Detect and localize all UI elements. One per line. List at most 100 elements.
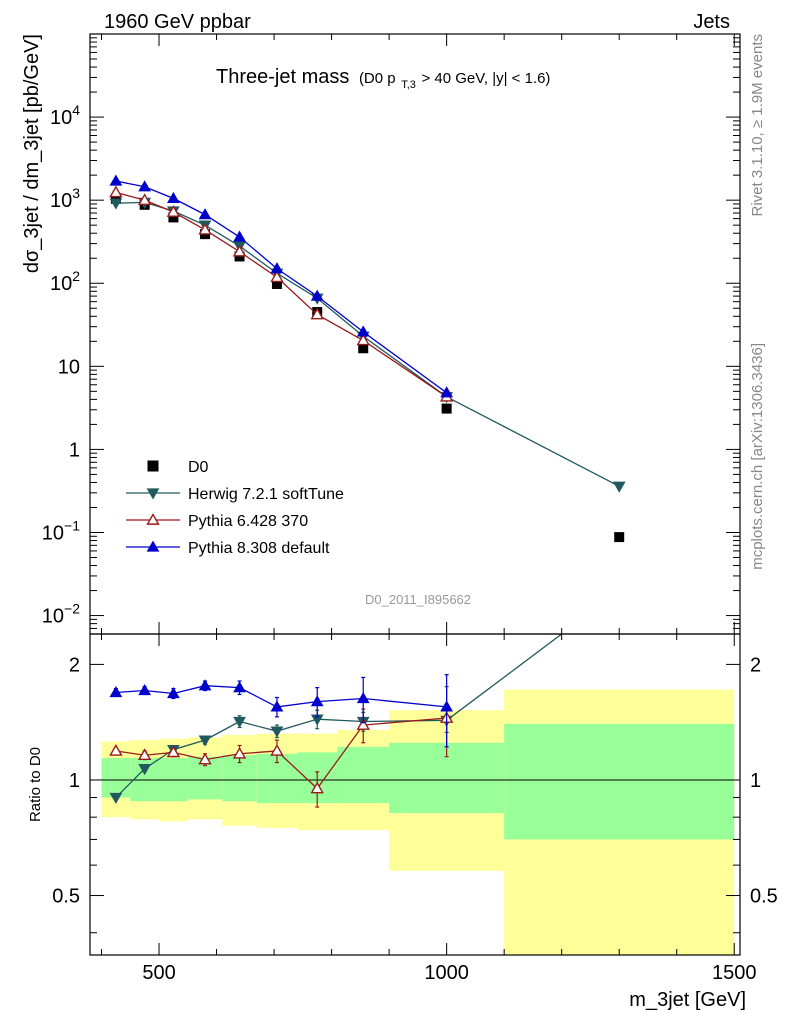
main-y-tick-label-base: 10: [42, 522, 64, 544]
main-y-tick-label: 102: [50, 268, 80, 295]
ratio-y-tick-label-left: 2: [69, 654, 80, 676]
legend-marker-herwig-7-2-1-softtune: [146, 488, 160, 500]
ratio-point-pythia-8-308-default: [310, 695, 324, 707]
main-point-d0: [358, 343, 369, 354]
ratio-y-tick-label-left: 1: [69, 770, 80, 792]
ratio-point-pythia-8-308-default: [233, 681, 246, 693]
main-line-pythia-6-428-370: [115, 191, 448, 398]
main-point-pythia-6-428-370: [232, 244, 247, 257]
main-point-pythia-8-308-default: [440, 386, 453, 398]
x-tick-label: 500: [142, 962, 175, 984]
legend-label-herwig-7-2-1-softtune: Herwig 7.2.1 softTune: [188, 486, 344, 503]
main-y-tick-label: 10: [58, 356, 80, 378]
ratio-point-herwig-7-2-1-softtune: [233, 716, 246, 729]
rivet-version-label: Rivet 3.1.10, ≥ 1.9M events: [749, 34, 766, 217]
main-y-tick-label: 104: [50, 102, 80, 129]
ratio-frame: [89, 633, 741, 956]
legend-label-pythia-6-428-370: Pythia 6.428 370: [188, 513, 308, 530]
chart-title-cut-post: > 40 GeV, |y| < 1.6): [421, 70, 550, 87]
main-point-pythia-6-428-370: [356, 333, 370, 346]
ratio-point-herwig-7-2-1-softtune: [198, 735, 212, 747]
ratio-series-layer: [109, 633, 563, 808]
ratio-y-tick-label-left: 0.5: [52, 886, 80, 908]
main-point-herwig-7-2-1-softtune: [109, 198, 123, 210]
x-tick-label: 1000: [424, 962, 469, 984]
ratio-point-pythia-8-308-default: [440, 700, 453, 712]
main-point-pythia-8-308-default: [167, 191, 180, 204]
x-tick-label: 1500: [712, 962, 757, 984]
ratio-point-pythia-8-308-default: [138, 684, 152, 696]
main-series-layer: [109, 174, 626, 543]
main-y-tick-label-exp: 3: [72, 185, 80, 201]
header-right: Jets: [693, 11, 730, 33]
main-point-pythia-6-428-370: [198, 222, 212, 235]
main-y-tick-label-base: 10: [50, 107, 72, 129]
legend-marker-pythia-8-308-default: [146, 540, 160, 552]
header-left: 1960 GeV ppbar: [104, 11, 251, 33]
axes-layer: [89, 33, 741, 956]
main-point-pythia-6-428-370: [166, 205, 181, 217]
ratio-band-inner: [337, 746, 390, 804]
main-point-pythia-8-308-default: [310, 289, 324, 301]
source-label: mcplots.cern.ch [arXiv:1306.3436]: [749, 343, 766, 570]
ratio-point-pythia-8-308-default: [356, 691, 370, 704]
ratio-uncertainty-bands: [90, 689, 740, 955]
main-point-d0: [441, 403, 452, 414]
ratio-point-herwig-7-2-1-softtune: [270, 726, 284, 738]
legend-marker-pythia-6-428-370: [146, 513, 160, 525]
legend: D0 Herwig 7.2.1 softTune Pythia 6.428 370 P…: [126, 459, 344, 557]
main-point-pythia-8-308-default: [138, 180, 152, 192]
main-point-herwig-7-2-1-softtune: [612, 481, 626, 493]
ratio-point-pythia-8-308-default: [198, 679, 212, 691]
main-y-axis-label: dσ_3jet / dm_3jet [pb/GeV]: [21, 34, 43, 273]
chart-title: Three-jet mass (D0 p T,3 > 40 GeV, |y| <…: [216, 66, 550, 93]
chart-title-cut-sub: T,3: [401, 79, 416, 91]
main-y-tick-label-exp: 2: [72, 268, 80, 284]
main-y-tick-label-base: 10: [42, 606, 64, 628]
main-point-pythia-8-308-default: [233, 230, 246, 242]
main-point-pythia-8-308-default: [356, 325, 370, 337]
main-point-pythia-8-308-default: [109, 174, 123, 186]
ratio-y-tick-label-right: 2: [750, 654, 761, 676]
ratio-point-pythia-6-428-370: [310, 781, 324, 794]
ratio-y-tick-label-right: 0.5: [750, 886, 778, 908]
ratio-band-inner: [504, 723, 735, 840]
main-y-tick-label-base: 10: [50, 190, 72, 212]
legend-label-d0: D0: [188, 459, 209, 476]
tick-marks: [90, 34, 740, 955]
main-y-tick-label-exp: −1: [64, 517, 80, 533]
ratio-point-pythia-8-308-default: [109, 685, 123, 698]
ratio-point-pythia-8-308-default: [167, 686, 180, 699]
main-point-pythia-6-428-370: [109, 185, 123, 198]
ratio-point-pythia-6-428-370: [198, 752, 212, 765]
ratio-point-pythia-6-428-370: [109, 744, 123, 756]
ratio-point-pythia-6-428-370: [356, 718, 370, 730]
main-point-pythia-6-428-370: [310, 307, 324, 320]
ratio-point-pythia-6-428-370: [166, 745, 181, 758]
main-point-pythia-6-428-370: [137, 193, 152, 205]
ratio-point-pythia-6-428-370: [270, 744, 284, 756]
ratio-point-pythia-8-308-default: [270, 700, 284, 712]
analysis-watermark: D0_2011_I895662: [365, 592, 471, 607]
ratio-line-pythia-8-308-default: [115, 685, 447, 708]
ratio-point-herwig-7-2-1-softtune: [109, 792, 123, 805]
legend-label-pythia-8-308-default: Pythia 8.308 default: [188, 540, 330, 557]
ratio-y-axis-label: Ratio to D0: [27, 747, 44, 822]
main-y-tick-label: 1: [69, 439, 80, 461]
ratio-point-pythia-6-428-370: [137, 748, 152, 761]
main-y-tick-label: 103: [50, 185, 80, 212]
ratio-band-inner: [101, 758, 131, 798]
ratio-point-pythia-6-428-370: [232, 746, 247, 759]
main-point-pythia-6-428-370: [270, 270, 284, 283]
legend-marker-d0: [147, 460, 159, 472]
main-y-tick-label-base: 10: [50, 273, 72, 295]
main-point-pythia-8-308-default: [270, 262, 284, 274]
ratio-point-herwig-7-2-1-softtune: [138, 764, 152, 776]
main-point-pythia-8-308-default: [198, 208, 212, 220]
main-y-tick-label: 10−1: [42, 517, 80, 544]
chart-title-main: Three-jet mass: [216, 66, 349, 88]
main-y-tick-label: 10−2: [42, 601, 80, 628]
main-point-d0: [271, 278, 282, 289]
